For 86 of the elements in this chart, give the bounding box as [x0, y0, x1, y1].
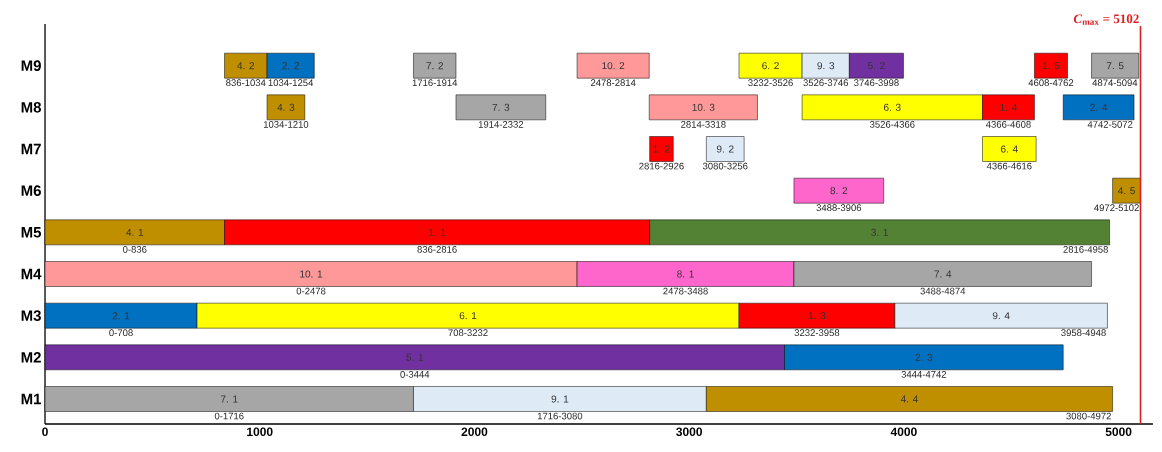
data-label: 4608-4762 [1028, 79, 1074, 87]
series-label: 2. 1 [112, 312, 130, 320]
series-label: 10. 1 [300, 270, 323, 278]
data-label: 3232-3526 [748, 79, 793, 87]
series-label: 2. 4 [1090, 103, 1108, 111]
x-tick-label: 2000 [461, 427, 488, 437]
series-label: 4. 3 [277, 103, 295, 111]
data-label: 3526-3746 [803, 79, 849, 87]
data-label: 3746-3998 [854, 79, 899, 87]
data-label: 3488-3906 [816, 204, 862, 212]
series-label: 1. 5 [1042, 62, 1060, 70]
series-label: 6. 3 [883, 103, 901, 111]
y-tick-label: M2 [21, 352, 41, 363]
y-tick-label: M6 [21, 185, 41, 196]
series-label: 1. 4 [1000, 103, 1017, 111]
series-label: 4. 4 [900, 395, 918, 403]
data-label: 1716-3080 [537, 412, 583, 420]
data-label: 2816-4958 [1063, 246, 1108, 253]
data-label: 0-2478 [296, 287, 326, 295]
data-label: 708-3232 [448, 329, 488, 337]
series-label: 5. 2 [868, 62, 885, 70]
series-label: 7. 2 [426, 62, 444, 70]
y-tick-label: M1 [21, 393, 42, 405]
series-label: 2. 3 [915, 353, 933, 361]
data-label: 3232-3958 [794, 329, 840, 337]
data-label: 3526-4366 [869, 121, 915, 128]
series-label: 9. 1 [551, 395, 569, 403]
data-label: 836-1034 [226, 79, 266, 87]
data-label: 3444-4742 [901, 371, 947, 378]
data-label: 4874-5094 [1092, 79, 1138, 87]
series-label: 4. 5 [1117, 187, 1135, 195]
series-label: 7. 3 [492, 103, 510, 111]
data-label: 0-3444 [400, 371, 430, 378]
data-label: 1034-1254 [268, 79, 314, 87]
y-tick-label: M8 [21, 102, 42, 113]
data-label: 1914-2332 [478, 121, 524, 128]
series-label: 7. 1 [220, 395, 238, 403]
data-label: 3080-3256 [702, 162, 748, 170]
series-label: 1. 2 [653, 145, 670, 153]
y-tick-label: M7 [21, 143, 41, 155]
data-label: 2478-2814 [590, 79, 636, 87]
series-label: 5. 1 [406, 353, 424, 361]
series-label: 6. 2 [762, 62, 779, 70]
x-tick-label: 0 [42, 427, 48, 437]
series-label: 4. 1 [126, 228, 144, 236]
y-tick-label: M9 [21, 60, 41, 71]
y-tick-label: M5 [21, 227, 42, 238]
x-tick-label: 4000 [890, 427, 917, 437]
x-tick-label: 1000 [247, 427, 273, 437]
series-label: 1. 1 [429, 228, 446, 236]
data-label: 3080-4972 [1066, 412, 1111, 420]
series-label: 10. 3 [692, 103, 715, 111]
series-label: 6. 4 [1001, 145, 1018, 153]
data-label: 2816-2926 [639, 162, 684, 170]
data-label: 1716-1914 [412, 79, 458, 87]
data-label: 0-836 [123, 246, 147, 253]
data-label: 3958-4948 [1061, 329, 1106, 337]
series-label: 6. 1 [459, 312, 477, 320]
data-label: 2814-3318 [681, 121, 726, 128]
data-label: 2478-3488 [663, 287, 708, 295]
series-label: 10. 2 [602, 62, 625, 70]
series-label: 9. 2 [716, 145, 734, 153]
series-label: 2. 2 [282, 62, 299, 70]
data-label: 4742-5072 [1087, 121, 1133, 128]
series-label: 3. 1 [871, 228, 888, 236]
series-label: 4. 2 [237, 62, 255, 70]
y-tick-label: M3 [21, 310, 41, 321]
series-label: 7. 5 [1106, 62, 1124, 70]
series-label: 1. 3 [808, 312, 826, 320]
x-tick-label: 5000 [1105, 427, 1132, 437]
series-label: 7. 4 [934, 270, 952, 278]
ref-line-label: C$_{max}$ = 5102 [1073, 14, 1139, 25]
series-label: 8. 1 [677, 270, 694, 278]
data-label: 836-2816 [417, 246, 457, 253]
data-label: 4366-4608 [985, 121, 1031, 128]
data-label: 1034-1210 [263, 121, 309, 128]
x-tick-label: 3000 [676, 427, 703, 437]
data-label: 0-1716 [214, 412, 244, 420]
series-label: 9. 4 [992, 312, 1010, 320]
data-label: 0-708 [109, 329, 133, 337]
y-tick-label: M4 [21, 268, 42, 280]
data-label: 3488-4874 [920, 287, 966, 295]
data-label: 4972-5102 [1094, 204, 1139, 212]
series-label: 8. 2 [830, 187, 848, 195]
series-label: 9. 3 [817, 62, 835, 70]
data-label: 4366-4616 [986, 162, 1032, 170]
